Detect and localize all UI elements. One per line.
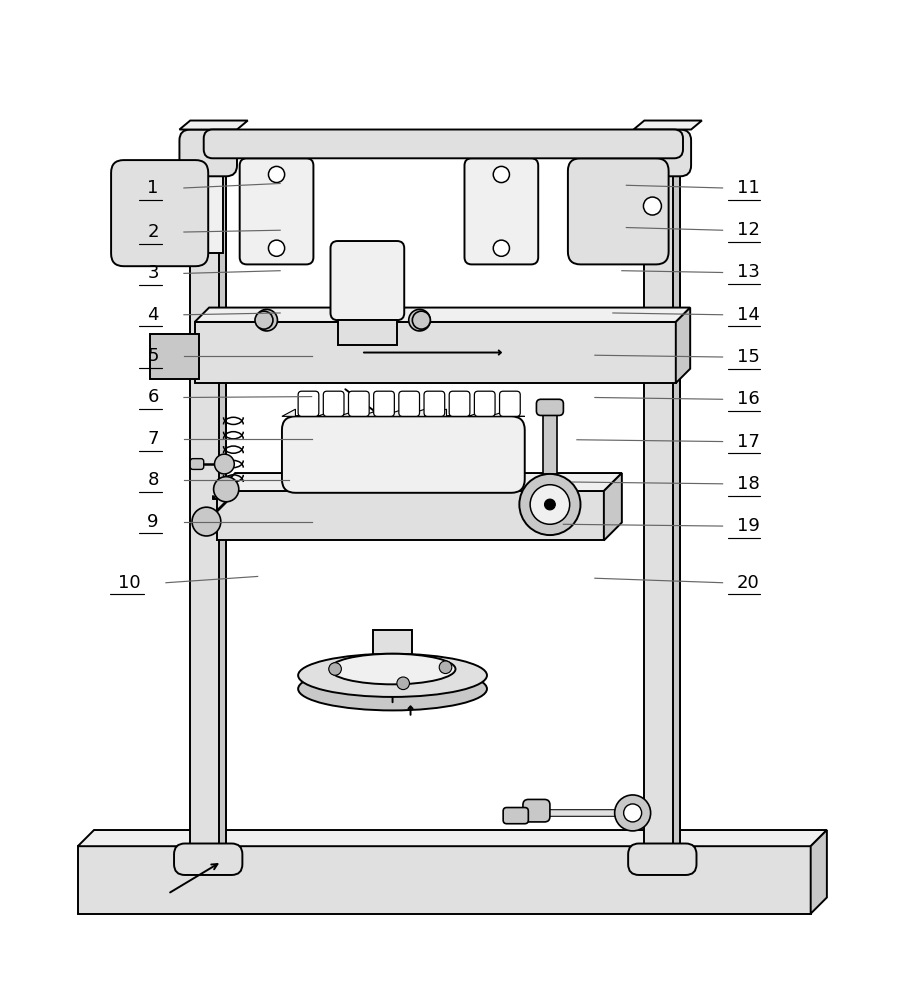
Circle shape	[255, 311, 273, 329]
Polygon shape	[78, 830, 827, 846]
Text: 3: 3	[147, 264, 159, 282]
Polygon shape	[179, 121, 248, 130]
FancyBboxPatch shape	[365, 662, 419, 680]
Circle shape	[192, 507, 221, 536]
Text: 5: 5	[147, 347, 159, 365]
Circle shape	[493, 166, 510, 183]
Ellipse shape	[299, 667, 487, 710]
Text: 8: 8	[147, 471, 159, 489]
FancyBboxPatch shape	[204, 130, 683, 158]
Bar	[190, 167, 226, 846]
Ellipse shape	[329, 654, 456, 684]
Circle shape	[329, 663, 341, 675]
Text: 19: 19	[737, 517, 759, 535]
Text: 9: 9	[147, 513, 159, 531]
Bar	[207, 176, 223, 253]
FancyBboxPatch shape	[465, 158, 538, 264]
FancyBboxPatch shape	[348, 391, 369, 416]
FancyBboxPatch shape	[449, 391, 470, 416]
FancyBboxPatch shape	[179, 130, 237, 176]
Text: 13: 13	[737, 263, 759, 281]
Circle shape	[493, 240, 510, 256]
Circle shape	[215, 454, 235, 474]
Ellipse shape	[299, 654, 487, 697]
Text: 16: 16	[737, 390, 759, 408]
Bar	[150, 334, 199, 379]
FancyBboxPatch shape	[190, 459, 204, 469]
FancyBboxPatch shape	[500, 391, 520, 416]
Circle shape	[530, 485, 570, 524]
Text: 20: 20	[737, 574, 759, 592]
Polygon shape	[603, 473, 621, 540]
Bar	[673, 167, 680, 846]
Bar	[219, 167, 226, 846]
FancyBboxPatch shape	[174, 844, 243, 875]
Text: 4: 4	[147, 306, 159, 324]
FancyBboxPatch shape	[399, 391, 419, 416]
Circle shape	[623, 804, 641, 822]
Polygon shape	[282, 409, 525, 416]
Text: 12: 12	[737, 221, 759, 239]
Bar	[543, 415, 557, 474]
FancyBboxPatch shape	[323, 391, 344, 416]
FancyBboxPatch shape	[633, 130, 691, 176]
Text: 15: 15	[737, 348, 759, 366]
Circle shape	[269, 166, 285, 183]
Circle shape	[614, 795, 650, 831]
FancyBboxPatch shape	[330, 241, 404, 320]
FancyBboxPatch shape	[474, 391, 495, 416]
FancyBboxPatch shape	[282, 416, 525, 493]
Text: 14: 14	[737, 306, 759, 324]
Bar	[641, 176, 658, 253]
Circle shape	[409, 309, 430, 331]
Circle shape	[269, 240, 285, 256]
Text: 2: 2	[147, 223, 159, 241]
Bar	[78, 846, 811, 914]
Circle shape	[643, 197, 661, 215]
Bar	[195, 322, 676, 383]
Circle shape	[545, 499, 556, 510]
Text: 17: 17	[737, 433, 759, 451]
FancyBboxPatch shape	[568, 158, 668, 264]
FancyBboxPatch shape	[523, 799, 550, 822]
Polygon shape	[195, 308, 690, 322]
FancyBboxPatch shape	[299, 391, 318, 416]
Circle shape	[214, 477, 239, 502]
FancyBboxPatch shape	[503, 808, 529, 824]
Circle shape	[439, 661, 452, 674]
FancyBboxPatch shape	[537, 399, 564, 415]
Text: 11: 11	[737, 179, 759, 197]
Text: 6: 6	[147, 388, 159, 406]
Text: 10: 10	[118, 574, 141, 592]
Text: 1: 1	[147, 179, 159, 197]
Text: 18: 18	[737, 475, 759, 493]
Bar	[644, 167, 680, 846]
Circle shape	[520, 474, 581, 535]
Circle shape	[256, 309, 278, 331]
FancyBboxPatch shape	[628, 844, 696, 875]
FancyBboxPatch shape	[240, 158, 313, 264]
Bar	[373, 630, 412, 689]
Circle shape	[397, 677, 410, 690]
FancyBboxPatch shape	[424, 391, 445, 416]
FancyBboxPatch shape	[373, 391, 394, 416]
Bar	[337, 320, 397, 345]
Bar	[217, 491, 603, 540]
FancyBboxPatch shape	[111, 160, 208, 266]
Polygon shape	[676, 308, 690, 383]
Polygon shape	[811, 830, 827, 914]
Polygon shape	[217, 473, 621, 491]
Circle shape	[412, 311, 430, 329]
Polygon shape	[633, 121, 702, 130]
Text: 7: 7	[147, 430, 159, 448]
